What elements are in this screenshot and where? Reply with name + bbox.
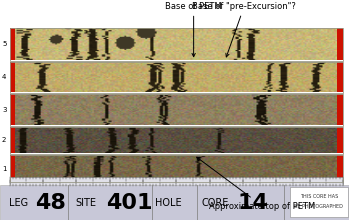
Text: SITE: SITE [75, 198, 96, 208]
Bar [10, 60, 343, 62]
Bar [337, 155, 343, 182]
Text: 48: 48 [35, 193, 66, 213]
Bar [10, 94, 343, 126]
Text: Approximate top of PETM: Approximate top of PETM [197, 157, 316, 211]
Bar [10, 155, 343, 182]
Text: 5: 5 [2, 41, 6, 47]
Text: 3: 3 [2, 107, 6, 113]
Text: LEG: LEG [9, 198, 28, 208]
Text: 4: 4 [2, 75, 6, 81]
Text: 1: 1 [2, 166, 6, 172]
Bar [0, 185, 349, 220]
Text: 401: 401 [106, 193, 153, 213]
Bar [10, 28, 343, 60]
Text: HOLE: HOLE [155, 198, 182, 208]
Text: THIS CORE HAS: THIS CORE HAS [300, 194, 338, 199]
Bar [10, 62, 15, 93]
Bar [10, 155, 15, 182]
Text: BE PHOTOGRAPHED: BE PHOTOGRAPHED [294, 204, 343, 209]
Bar [10, 127, 343, 154]
Bar [10, 62, 343, 93]
Bar [10, 153, 343, 155]
Bar [10, 177, 343, 186]
Bar [10, 26, 343, 28]
Text: Base of PETM: Base of PETM [165, 2, 222, 57]
Bar [0, 3, 349, 26]
Bar [337, 28, 343, 60]
Bar [337, 127, 343, 154]
Bar [10, 28, 15, 60]
Bar [289, 187, 348, 217]
Text: 2: 2 [2, 137, 6, 143]
Text: Base of "pre-Excursion"?: Base of "pre-Excursion"? [192, 2, 296, 57]
Text: CORE: CORE [202, 198, 229, 208]
Bar [337, 94, 343, 126]
Bar [337, 62, 343, 93]
Text: 14: 14 [237, 193, 268, 213]
Bar [10, 125, 343, 127]
Bar [10, 92, 343, 94]
Bar [10, 94, 15, 126]
Bar [10, 127, 15, 154]
